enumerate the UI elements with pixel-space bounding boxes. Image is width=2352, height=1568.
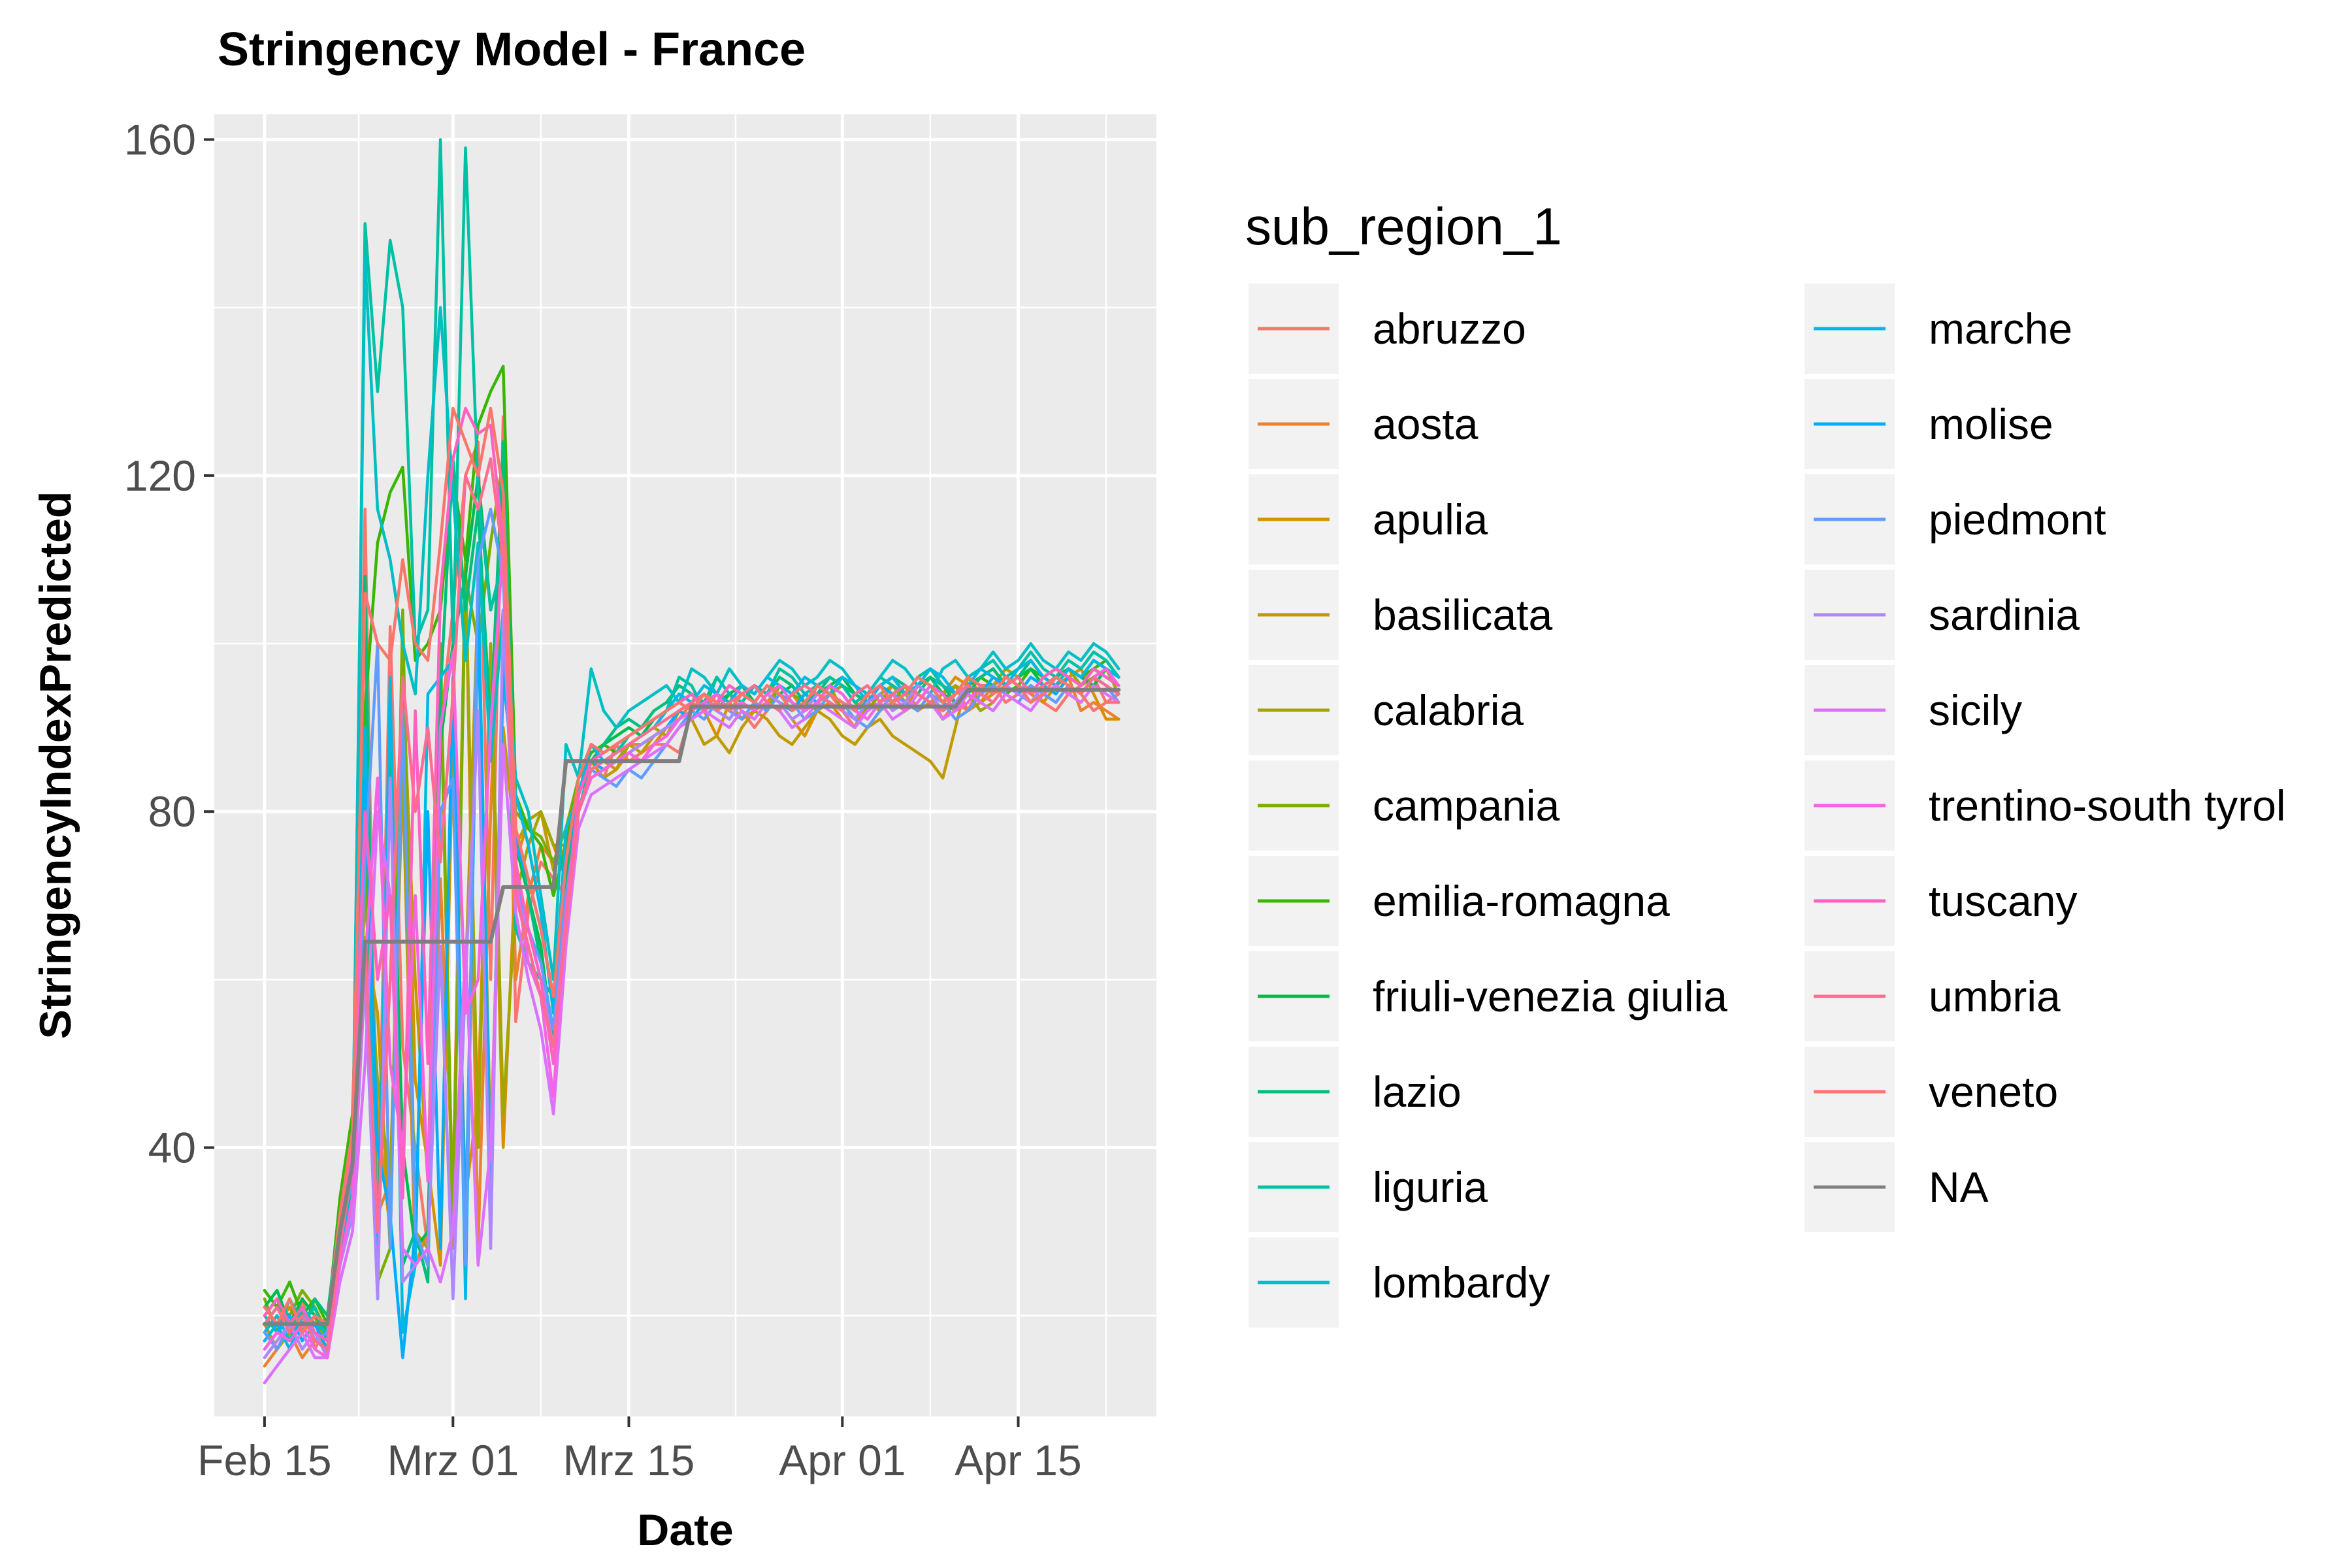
legend-item: lombardy [1249, 1237, 1550, 1328]
legend-item: veneto [1805, 1047, 2058, 1137]
y-tick-label: 120 [124, 451, 196, 500]
legend-item: liguria [1249, 1142, 1488, 1232]
y-tick-label: 40 [148, 1124, 196, 1172]
legend-label: sardinia [1929, 591, 2080, 639]
legend-item: lazio [1249, 1047, 1462, 1137]
legend-label: molise [1929, 400, 2053, 448]
legend-label: lombardy [1373, 1258, 1550, 1307]
legend-item: aosta [1249, 379, 1478, 469]
legend-label: apulia [1373, 495, 1488, 544]
legend-item: calabria [1249, 665, 1524, 755]
legend-label: calabria [1373, 686, 1524, 734]
legend-item: piedmont [1805, 474, 2106, 564]
legend-title: sub_region_1 [1245, 197, 1562, 255]
series-line-na [262, 687, 1121, 1326]
axes: 40 80 120 160 Feb 15 Mrz 01 Mrz 15 Apr 01 Apr 15 [124, 116, 1082, 1484]
legend-label: abruzzo [1373, 304, 1526, 353]
legend-item: abruzzo [1249, 284, 1526, 374]
legend-label: tuscany [1929, 877, 2077, 925]
y-tick-label: 160 [124, 116, 196, 164]
legend-item: tuscany [1805, 856, 2077, 946]
series-line-sicily [263, 684, 1120, 1384]
chart-title: Stringency Model - France [218, 24, 806, 76]
legend-item: campania [1249, 760, 1560, 851]
legend-item: marche [1805, 284, 2072, 374]
legend-item: NA [1805, 1142, 1989, 1232]
plot-panel [214, 114, 1156, 1416]
legend-item: trentino-south tyrol [1805, 760, 2286, 851]
y-tick-label: 80 [148, 787, 196, 836]
legend-item: basilicata [1249, 570, 1552, 660]
legend-label: lazio [1373, 1068, 1462, 1116]
legend-item: friuli-venezia giulia [1249, 951, 1727, 1041]
legend-label: NA [1929, 1163, 1989, 1211]
legend-label: friuli-venezia giulia [1373, 972, 1727, 1021]
y-axis-title: StringencyIndexPredicted [31, 491, 80, 1039]
legend-item: sicily [1805, 665, 2022, 755]
legend-label: marche [1929, 304, 2072, 353]
x-tick-label: Feb 15 [197, 1436, 331, 1484]
legend-label: sicily [1929, 686, 2022, 734]
legend-label: aosta [1373, 400, 1478, 448]
legend-label: piedmont [1929, 495, 2106, 544]
x-tick-label: Apr 15 [955, 1436, 1081, 1484]
legend: abruzzo aosta apulia basilicata calabria camp… [1249, 284, 2286, 1328]
legend-label: umbria [1929, 972, 2061, 1021]
legend-label: liguria [1373, 1163, 1488, 1211]
legend-label: trentino-south tyrol [1929, 781, 2286, 830]
legend-item: umbria [1805, 951, 2061, 1041]
legend-label: emilia-romagna [1373, 877, 1670, 925]
legend-label: basilicata [1373, 591, 1552, 639]
legend-item: sardinia [1805, 570, 2080, 660]
legend-label: campania [1373, 781, 1560, 830]
series-lines [262, 138, 1121, 1384]
legend-label: veneto [1929, 1068, 2058, 1116]
legend-item: apulia [1249, 474, 1488, 564]
series-line-lombardy [263, 255, 1120, 1343]
x-axis-title: Date [637, 1505, 733, 1555]
x-tick-label: Apr 01 [779, 1436, 906, 1484]
legend-item: emilia-romagna [1249, 856, 1670, 946]
x-tick-label: Mrz 01 [387, 1436, 519, 1484]
legend-item: molise [1805, 379, 2053, 469]
x-tick-label: Mrz 15 [563, 1436, 695, 1484]
